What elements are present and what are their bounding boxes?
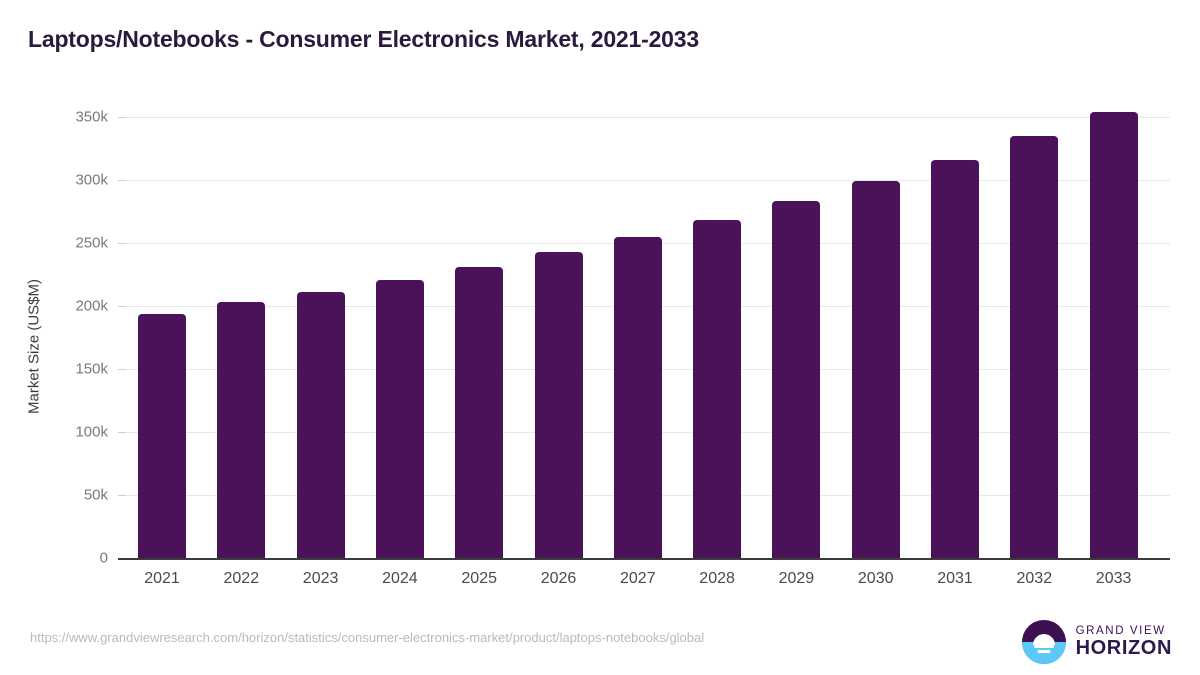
x-tick-label: 2033 [1095,570,1132,587]
bar[interactable] [375,279,424,558]
y-tick-label: 200k [75,297,108,315]
y-tick-label: 150k [75,360,108,378]
y-tick-mark [118,180,126,181]
y-tick-mark [118,369,126,370]
logo-ray-lower [1037,650,1051,653]
source-url[interactable]: https://www.grandviewresearch.com/horizo… [30,630,705,645]
gridline [126,117,1170,118]
bar[interactable] [1089,111,1138,558]
grand-view-horizon-logo[interactable]: GRAND VIEW HORIZON [1021,620,1172,664]
x-tick-label: 2029 [778,570,815,587]
x-tick-label: 2028 [699,570,735,587]
logo-wordmark: GRAND VIEW HORIZON [1076,625,1172,658]
bar[interactable] [693,220,742,558]
x-tick-label: 2031 [937,570,973,587]
x-tick-label: 2025 [461,570,497,587]
bar[interactable] [296,292,345,558]
bar[interactable] [534,251,583,558]
y-tick-label: 0 [99,549,108,567]
x-tick-label: 2024 [382,570,418,587]
x-tick-label: 2030 [857,570,894,587]
y-tick-mark [118,306,126,307]
bar[interactable] [217,302,266,558]
x-tick-label: 2021 [144,570,180,587]
logo-sun-shape [1032,633,1055,645]
bar[interactable] [931,159,979,558]
bar[interactable] [138,313,186,558]
y-tick-mark [118,432,126,433]
y-tick-mark [118,495,126,496]
logo-water-shape [1021,642,1066,664]
y-axis-title: Market Size (US$M) [25,278,43,415]
x-tick-label: 2023 [302,570,339,587]
y-tick-label: 250k [75,234,108,252]
y-tick-label: 50k [83,486,108,504]
x-axis-line [118,558,1170,560]
y-tick-label: 100k [75,423,108,441]
horizon-sunrise-icon [1021,620,1066,664]
page-title: Laptops/Notebooks - Consumer Electronics… [28,26,699,52]
bar[interactable] [1010,135,1059,558]
x-tick-label: 2022 [223,570,260,587]
bar[interactable] [772,201,821,558]
logo-ray-upper [1033,645,1054,648]
x-tick-label: 2027 [620,570,656,587]
x-tick-label: 2026 [540,570,577,587]
bar[interactable] [455,266,504,558]
logo-brand-top: GRAND VIEW [1075,625,1166,638]
logo-brand-bottom: HORIZON [1075,636,1172,659]
x-tick-label: 2032 [1016,570,1053,587]
y-tick-label: 300k [75,171,108,189]
y-tick-label: 350k [75,108,108,126]
bar[interactable] [851,181,900,558]
y-tick-mark [118,243,126,244]
bar[interactable] [613,236,662,558]
gridline [126,180,1170,181]
y-tick-mark [118,117,126,118]
